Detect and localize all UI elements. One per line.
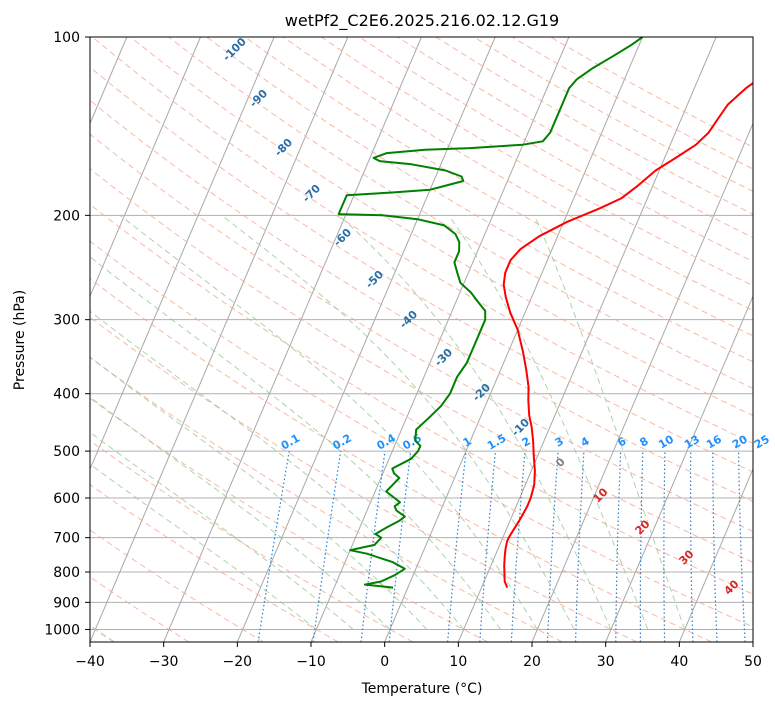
moist-adiabat-line xyxy=(90,396,391,630)
mixing-ratio-line xyxy=(312,451,342,642)
chart-title: wetPf2_C2E6.2025.216.02.12.G19 xyxy=(285,11,559,31)
moist-adiabat-line xyxy=(90,310,465,630)
moist-adiabat-line xyxy=(448,215,649,630)
x-tick-label: 50 xyxy=(744,654,762,670)
x-tick-label: −30 xyxy=(149,654,179,670)
dry-adiabat-line xyxy=(282,37,753,312)
dry-adiabat-line xyxy=(130,37,753,417)
x-axis-title: Temperature (°C) xyxy=(361,681,483,697)
dry-adiabat-line xyxy=(90,133,753,533)
isotherm-line xyxy=(384,37,643,642)
mixing-ratio-line xyxy=(761,451,770,642)
dry-adiabat-line xyxy=(90,99,753,502)
y-axis-title: Pressure (hPa) xyxy=(12,290,28,390)
x-tick-label: 40 xyxy=(670,654,688,670)
y-axis-ticks: 100 200 300 400 500 600 700 800 900 1000 xyxy=(44,30,90,638)
background-lines xyxy=(90,37,770,642)
y-tick-label: 600 xyxy=(53,491,80,507)
y-tick-label: 400 xyxy=(53,387,80,403)
dry-adiabat-line xyxy=(168,37,753,389)
dry-adiabat-line xyxy=(91,37,753,445)
y-tick-label: 300 xyxy=(53,313,80,329)
isotherm-line xyxy=(90,37,201,298)
mixing-ratio-line xyxy=(447,451,467,642)
moist-adiabat-line xyxy=(221,214,575,630)
mixing-ratio-line xyxy=(360,451,386,642)
x-tick-label: −20 xyxy=(223,654,253,670)
y-tick-label: 500 xyxy=(53,444,80,460)
isotherm-line xyxy=(605,295,753,642)
dry-adiabat-line xyxy=(90,529,264,642)
x-tick-label: −40 xyxy=(75,654,105,670)
y-tick-label: 900 xyxy=(53,595,80,611)
dry-adiabat-line xyxy=(90,356,563,642)
plot-background xyxy=(90,37,753,642)
plot-frame xyxy=(89,36,754,643)
x-tick-label: −10 xyxy=(296,654,326,670)
y-tick-label: 200 xyxy=(53,208,80,224)
isotherm-line xyxy=(531,122,753,642)
x-tick-label: 30 xyxy=(597,654,615,670)
x-tick-label: 20 xyxy=(523,654,541,670)
y-tick-label: 800 xyxy=(53,565,80,581)
dry-adiabat-line xyxy=(90,278,712,642)
isotherm-line xyxy=(752,640,753,642)
isotherm-line xyxy=(90,37,349,642)
dewpoint-line xyxy=(337,37,644,589)
dry-adiabat-line xyxy=(90,316,638,642)
isotherm-line xyxy=(457,37,717,642)
x-axis-ticks: −40 −30 −20 −10 0 10 20 30 40 50 xyxy=(75,642,762,670)
y-tick-label: 1000 xyxy=(44,622,80,638)
moist-adiabat-line xyxy=(338,214,612,630)
y-tick-label: 700 xyxy=(53,531,80,547)
mixing-ratio-line xyxy=(257,450,290,642)
mixing-ratio-label: 25 xyxy=(752,433,772,452)
mixing-ratio-line xyxy=(479,451,497,642)
x-tick-label: 0 xyxy=(380,654,389,670)
isotherm-line xyxy=(90,37,275,471)
profile-lines xyxy=(337,37,753,589)
moist-adiabat-line xyxy=(90,463,317,630)
dry-adiabat-line xyxy=(90,240,753,628)
moist-adiabat-line xyxy=(90,356,428,630)
mixing-ratio-line xyxy=(388,451,412,642)
dry-adiabat-line xyxy=(244,37,753,337)
temperature-line xyxy=(502,81,753,588)
y-tick-label: 100 xyxy=(53,30,80,46)
dry-adiabat-line xyxy=(90,483,339,642)
moist-adiabat-line xyxy=(90,256,501,630)
isotherm-line xyxy=(678,467,753,642)
isotherm-line xyxy=(163,37,422,642)
dry-adiabat-line xyxy=(90,168,753,563)
isotherm-line xyxy=(236,37,496,642)
x-tick-label: 10 xyxy=(449,654,467,670)
